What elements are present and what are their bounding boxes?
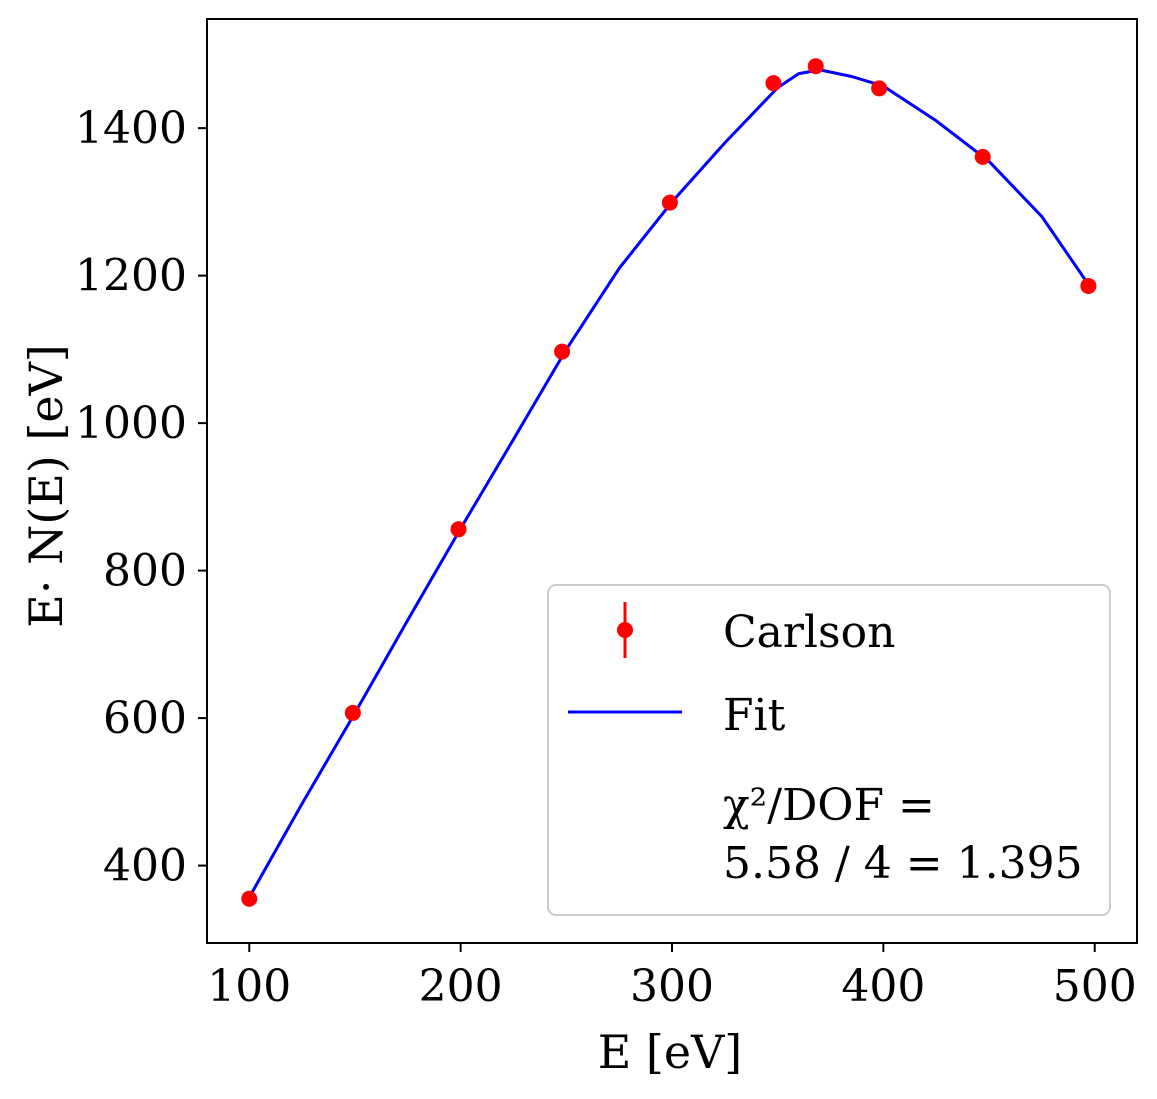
carlson-point-7 (871, 80, 888, 97)
carlson-point-4 (661, 194, 678, 211)
x-tick-label-400: 400 (841, 961, 925, 1012)
legend-chi2-line1: χ²/DOF = (723, 780, 935, 831)
y-tick-label-1400: 1400 (75, 103, 187, 154)
x-tick-label-300: 300 (630, 961, 714, 1012)
x-tick-label-100: 100 (207, 961, 291, 1012)
carlson-point-9 (1080, 277, 1097, 294)
carlson-point-6 (807, 58, 824, 75)
y-tick-label-800: 800 (103, 546, 187, 597)
x-tick-label-200: 200 (419, 961, 503, 1012)
fit-line (247, 68, 1090, 899)
legend-carlson-marker (617, 622, 633, 638)
legend-carlson-label: Carlson (723, 607, 895, 658)
legend-box (547, 584, 1111, 916)
x-axis-label: E [eV] (598, 1025, 743, 1079)
axis-ticks: 100 200 300 400 500 400 600 800 1000 1200 1400 (75, 103, 1137, 1012)
y-axis-label: E· N(E) [eV] (19, 344, 73, 628)
data-points (241, 58, 1097, 907)
carlson-point-2 (450, 521, 467, 538)
y-tick-label-400: 400 (103, 841, 187, 892)
y-tick-label-1200: 1200 (75, 251, 187, 302)
fit-layer (247, 68, 1090, 899)
y-tick-label-600: 600 (103, 693, 187, 744)
legend-fit-label: Fit (723, 690, 786, 741)
carlson-point-8 (974, 148, 991, 165)
carlson-point-0 (241, 890, 258, 907)
x-tick-label-500: 500 (1053, 961, 1137, 1012)
carlson-point-3 (554, 343, 571, 360)
carlson-point-1 (344, 704, 361, 721)
carlson-point-5 (765, 75, 782, 92)
legend-chi2-line2: 5.58 / 4 = 1.395 (723, 838, 1083, 889)
plot-area-frame (206, 18, 1138, 944)
y-tick-label-1000: 1000 (75, 398, 187, 449)
legend: Carlson Fit χ²/DOF = 5.58 / 4 = 1.395 (547, 584, 1111, 916)
